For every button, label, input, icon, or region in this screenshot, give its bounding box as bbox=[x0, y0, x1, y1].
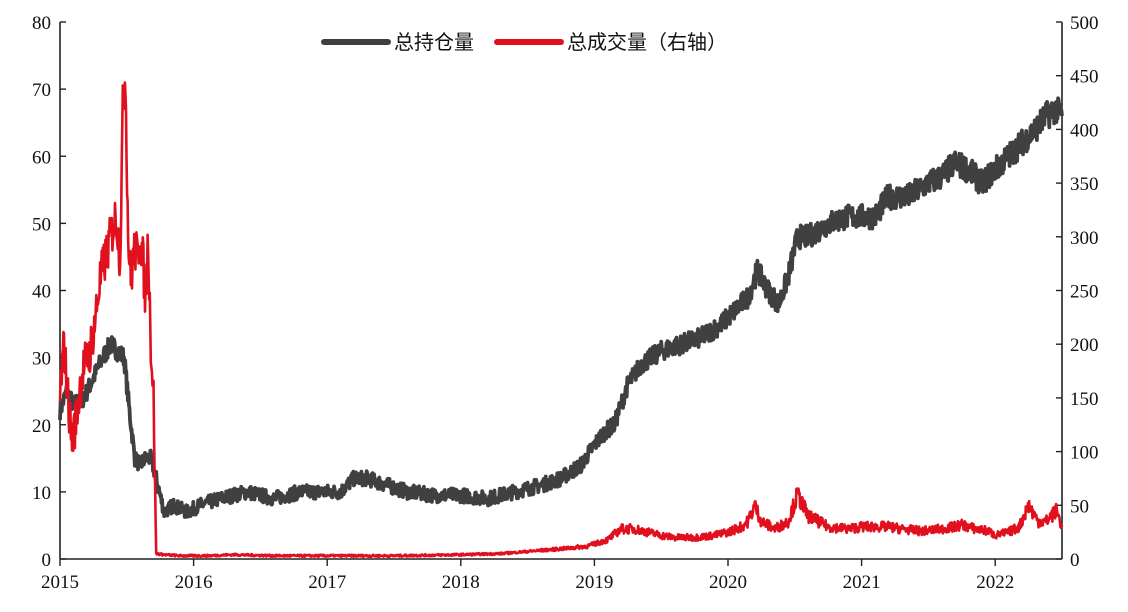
y-right-tick-label: 100 bbox=[1070, 443, 1099, 464]
x-tick-label: 2019 bbox=[575, 572, 613, 593]
legend-label: 总成交量（右轴） bbox=[567, 30, 727, 54]
y-left-tick-label: 50 bbox=[32, 214, 51, 235]
x-tick-label: 2015 bbox=[41, 572, 79, 593]
y-right-tick-label: 300 bbox=[1070, 228, 1099, 249]
y-left-tick-label: 0 bbox=[42, 550, 52, 571]
y-right-tick-label: 250 bbox=[1070, 282, 1099, 303]
y-right-tick-label: 200 bbox=[1070, 335, 1099, 356]
y-right-tick-label: 0 bbox=[1070, 550, 1080, 571]
y-right-tick-label: 50 bbox=[1070, 496, 1089, 517]
y-left-tick-label: 60 bbox=[32, 147, 51, 168]
y-right-tick-label: 400 bbox=[1070, 120, 1099, 141]
series-line-volume bbox=[58, 81, 1064, 559]
y-right-tick-label: 500 bbox=[1070, 13, 1099, 34]
x-tick-label: 2021 bbox=[843, 572, 881, 593]
y-left-tick-label: 40 bbox=[32, 282, 51, 303]
y-right-tick-label: 150 bbox=[1070, 389, 1099, 410]
legend-label: 总持仓量 bbox=[394, 30, 474, 54]
y-left-tick-label: 20 bbox=[32, 416, 51, 437]
series-line-open-interest bbox=[58, 96, 1064, 519]
y-left-tick-label: 30 bbox=[32, 349, 51, 370]
axes: 0 10 20 30 40 50 60 70 80 0 50 100 150 200 250 300 350 40… bbox=[32, 13, 1099, 593]
y-left-tick-label: 80 bbox=[32, 13, 51, 34]
y-left-tick-label: 70 bbox=[32, 80, 51, 101]
x-tick-label: 2020 bbox=[709, 572, 747, 593]
x-tick-label: 2022 bbox=[976, 572, 1014, 593]
legend: 总持仓量 总成交量（右轴） bbox=[321, 30, 727, 54]
y-right-tick-label: 450 bbox=[1070, 67, 1099, 88]
plot-area bbox=[58, 81, 1064, 559]
x-tick-label: 2017 bbox=[308, 572, 346, 593]
x-tick-label: 2016 bbox=[175, 572, 213, 593]
y-left-tick-label: 10 bbox=[32, 483, 51, 504]
y-right-tick-label: 350 bbox=[1070, 174, 1099, 195]
x-tick-label: 2018 bbox=[442, 572, 480, 593]
